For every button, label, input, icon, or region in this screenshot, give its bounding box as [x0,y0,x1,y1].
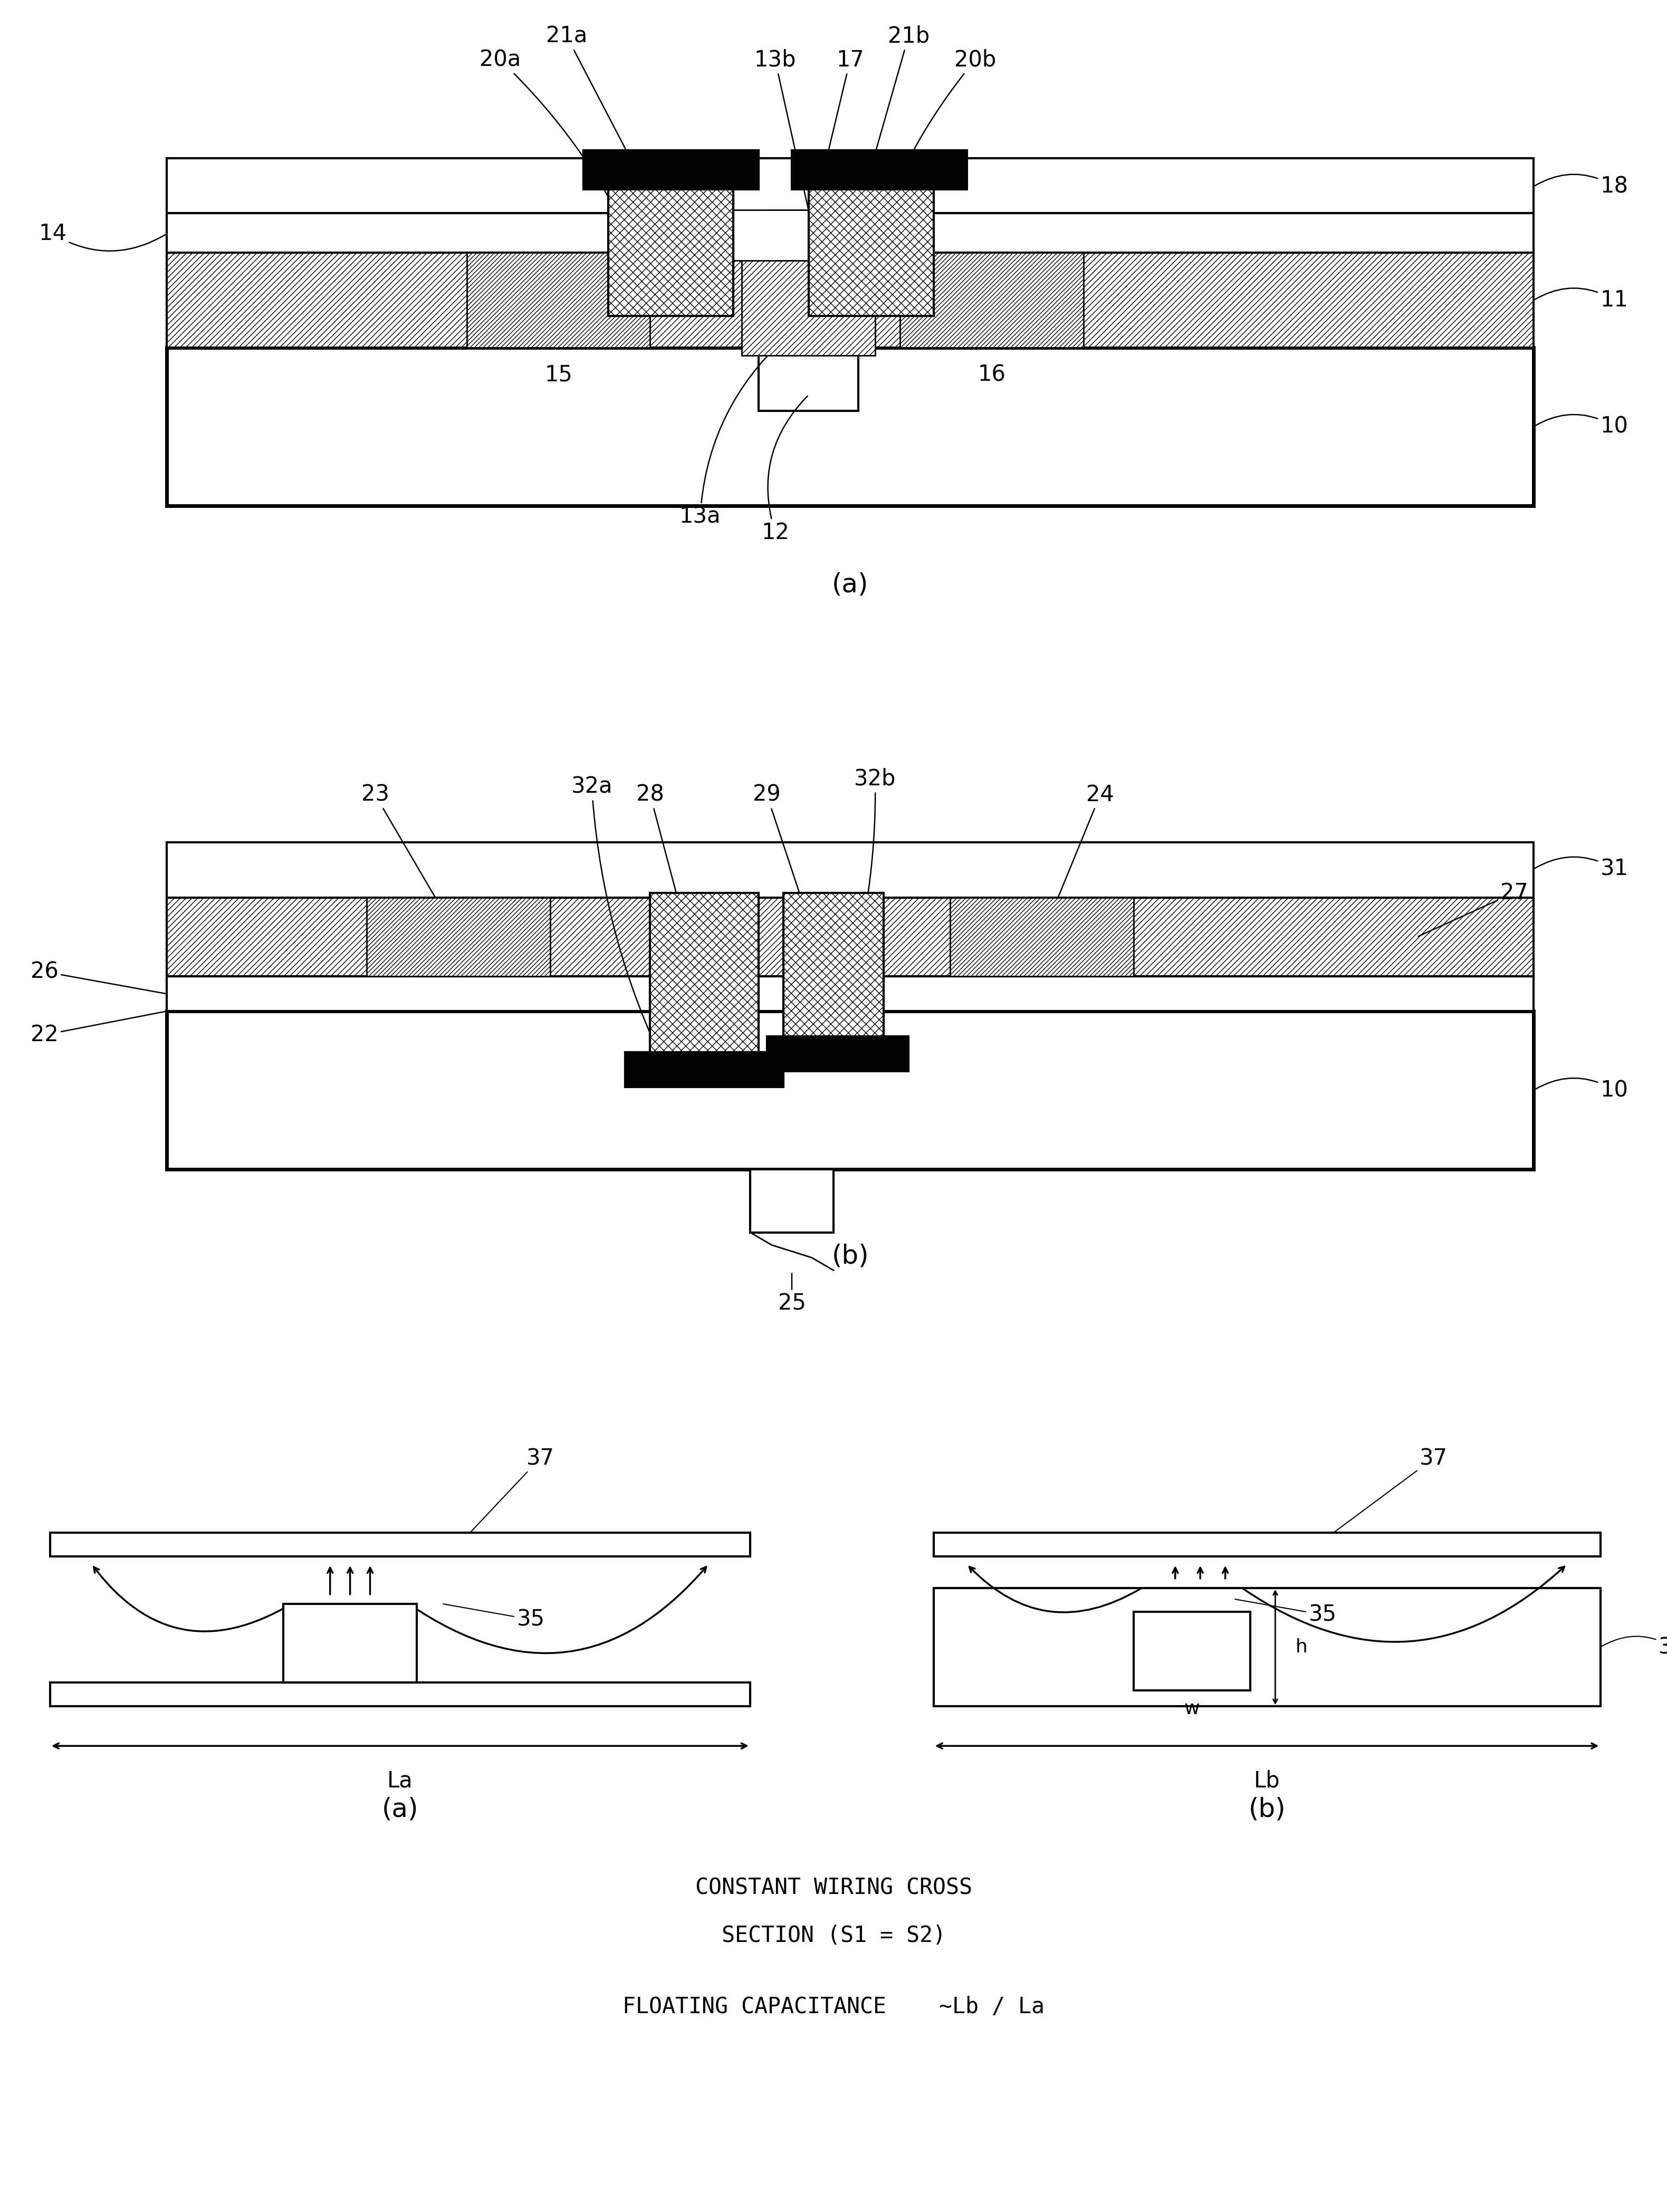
Bar [792,150,967,190]
Text: La: La [387,1770,413,1792]
Text: (a): (a) [832,573,869,597]
Text: (b): (b) [832,1243,869,1270]
Text: (b): (b) [1249,1796,1285,1823]
Text: 18: 18 [1535,175,1629,197]
Text: 12: 12 [762,396,807,544]
Bar [900,252,1084,347]
Text: S2: S2 [1180,1641,1204,1659]
Text: 26: 26 [30,960,165,993]
Text: 10: 10 [1535,414,1629,438]
Text: 23: 23 [362,783,458,936]
Text: FLOATING CAPACITANCE    ~Lb / La: FLOATING CAPACITANCE ~Lb / La [622,1995,1045,2017]
Text: 17: 17 [808,49,864,232]
Bar [167,898,1534,975]
Bar [50,1683,750,1705]
Text: S1: S1 [338,1635,362,1652]
Bar [934,1533,1600,1557]
Text: Lb: Lb [1254,1770,1280,1792]
Text: 14: 14 [38,223,165,250]
Bar [758,341,859,411]
Text: 13a: 13a [680,341,782,529]
Text: 20a: 20a [480,49,637,252]
Bar [367,898,550,975]
Text: 13b: 13b [753,49,808,208]
Bar [950,898,1134,975]
Bar [467,252,650,347]
Text: 35: 35 [1235,1599,1337,1626]
Bar [733,210,808,261]
Bar [1134,1613,1250,1690]
Text: 31: 31 [1535,856,1629,880]
Bar [167,843,1534,898]
Bar [167,157,1534,212]
Bar [283,1604,417,1683]
Bar [808,181,934,316]
Bar [625,1053,783,1086]
Text: 37: 37 [1335,1447,1447,1531]
Bar [767,210,850,252]
Text: 32a: 32a [572,776,667,1068]
Bar [608,181,733,316]
Text: 27: 27 [1419,883,1529,936]
Text: w: w [1184,1701,1200,1719]
Text: 15: 15 [545,363,572,385]
Bar [583,150,758,190]
Bar [167,975,1534,1011]
Bar [50,1533,750,1557]
Text: 21b: 21b [870,24,930,170]
Bar [934,1588,1600,1705]
Text: (a): (a) [382,1796,418,1823]
Bar [167,212,1534,252]
Bar [167,1011,1534,1170]
Bar [742,246,875,356]
Bar [783,894,884,1051]
Text: 25: 25 [778,1274,805,1314]
Text: 28: 28 [637,783,703,993]
Text: 16: 16 [979,363,1005,385]
Text: SECTION (S1 = S2): SECTION (S1 = S2) [722,1924,945,1947]
Text: 37: 37 [472,1447,553,1531]
Bar [167,252,1534,347]
Bar [650,894,758,1066]
Bar [767,1037,909,1071]
Text: 11: 11 [1535,288,1629,312]
Text: CONSTANT WIRING CROSS: CONSTANT WIRING CROSS [695,1878,972,1900]
Text: 20b: 20b [870,49,997,252]
Text: 10: 10 [1535,1077,1629,1102]
Text: 36: 36 [1602,1637,1667,1659]
Text: 32b: 32b [825,768,897,1053]
Text: 22: 22 [30,1011,165,1046]
Text: 24: 24 [1042,783,1114,936]
Text: 29: 29 [753,783,834,993]
Text: h: h [1295,1639,1307,1657]
Text: 35: 35 [443,1604,545,1630]
Text: 21a: 21a [547,24,637,170]
Bar [750,1170,834,1232]
Bar [167,347,1534,507]
